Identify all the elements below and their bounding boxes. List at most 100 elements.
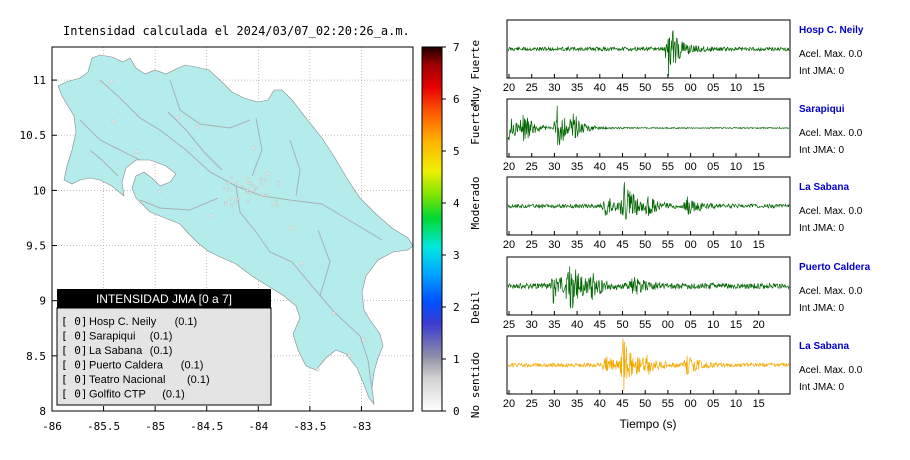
waveform-panel: 20 25 30 35 40 45 50 55 00 05 10 15 Sarapiqui Acel. M…: [503, 98, 863, 173]
legend-entries: [ 0] Hosp C. Neily (0.1)[ 0] Sarapiqui (0.1)…: [61, 315, 210, 401]
time-tick-label: 00: [662, 319, 674, 331]
legend-entry: [ 0] La Sabana (0.1): [61, 344, 172, 357]
waveform-trace: [507, 182, 790, 220]
colorbar-category-label: Fuerte: [469, 105, 482, 145]
waveform-panel: 25 30 35 40 45 50 55 00 05 10 15 20 Puerto Caldera Ac…: [503, 256, 871, 331]
time-tick-label: 55: [662, 161, 674, 173]
time-tick-label: 50: [639, 398, 651, 410]
city-marker: [256, 186, 259, 190]
city-marker: [253, 189, 256, 192]
time-tick-label: 35: [548, 319, 560, 331]
x-tick-label: -85.5: [87, 420, 120, 433]
jma-intensity: Int JMA: 0: [799, 223, 844, 234]
x-tick-label: -83: [351, 420, 371, 433]
time-tick-label: 25: [526, 161, 538, 173]
city-marker: [331, 311, 336, 316]
city-marker: [246, 200, 249, 203]
time-tick-label: 50: [639, 82, 651, 94]
time-tick-label: 45: [616, 161, 628, 173]
legend-entry-value: (0.1): [150, 331, 173, 343]
time-tick-label: 55: [662, 239, 674, 251]
time-tick-label: 20: [503, 82, 515, 94]
time-tick-label: 35: [571, 239, 583, 251]
time-tick-label: 30: [548, 82, 560, 94]
time-tick-label: 30: [548, 161, 560, 173]
time-axis-label: Tiempo (s): [620, 417, 677, 431]
time-tick-label: 00: [684, 82, 696, 94]
colorbar-category-label: Muy Fuerte: [469, 40, 482, 106]
waveform-trace: [507, 266, 790, 309]
legend-entry: [ 0] Hosp C. Neily (0.1): [61, 315, 197, 328]
colorbar-tick-label: 2: [453, 301, 460, 314]
city-marker: [227, 188, 230, 191]
waveform-trace: [507, 338, 790, 391]
x-tick-label: -84.5: [190, 420, 223, 433]
legend-entry-intensity: [ 0]: [61, 315, 88, 328]
waveform-trace: [507, 30, 790, 76]
jma-intensity: Int JMA: 0: [799, 66, 844, 77]
road: [251, 117, 263, 177]
legend-entry-intensity: [ 0]: [61, 388, 88, 401]
city-marker: [234, 201, 237, 204]
road: [167, 111, 223, 171]
city-marker: [260, 183, 263, 186]
y-tick-label: 9.5: [26, 240, 46, 253]
road: [139, 197, 219, 211]
map-y-axis: 8 8.5 9 9.5 10 10.5 11: [20, 74, 57, 418]
max-acceleration: Acel. Max. 0.0: [799, 206, 863, 217]
time-tick-label: 00: [684, 398, 696, 410]
legend-title: INTENSIDAD JMA [0 a 7]: [96, 292, 232, 306]
time-tick-label: 10: [707, 319, 719, 331]
city-marker: [246, 188, 250, 191]
city-marker: [264, 178, 267, 182]
map-panel: -86 -85.5 -85 -84.5 -84 -83.5 -83 8 8.5 9 9.5 10 10…: [20, 46, 414, 433]
station-name: Puerto Caldera: [799, 262, 871, 273]
road: [235, 185, 361, 337]
road: [99, 79, 237, 187]
max-acceleration: Acel. Max. 0.0: [799, 49, 863, 60]
time-tick-label: 40: [594, 398, 606, 410]
city-marker: [299, 261, 304, 266]
city-marker: [275, 200, 278, 203]
legend-entry-value: (0.1): [150, 345, 173, 357]
road: [289, 139, 301, 197]
legend-entry-intensity: [ 0]: [61, 373, 88, 386]
legend-entry-intensity: [ 0]: [61, 344, 88, 357]
city-marker: [195, 125, 200, 130]
time-tick-label: 25: [526, 239, 538, 251]
station-name: La Sabana: [799, 182, 849, 193]
costa-rica-landmass: [57, 54, 413, 405]
legend-entry-station: La Sabana: [89, 345, 143, 357]
time-tick-label: 35: [571, 82, 583, 94]
city-marker: [240, 185, 244, 188]
legend-entry-value: (0.1): [181, 360, 204, 372]
time-tick-label: 30: [548, 398, 560, 410]
jma-intensity: Int JMA: 0: [799, 382, 844, 393]
legend-header: [57, 289, 271, 308]
colorbar-category-label: Debil: [469, 290, 482, 323]
city-marker: [315, 367, 320, 372]
x-tick-label: -84: [248, 420, 268, 433]
x-tick-label: -86: [42, 420, 62, 433]
time-tick-label: 50: [639, 161, 651, 173]
waveform-panel: 20 25 30 35 40 45 50 55 00 05 10 15 Hosp C. Neily Ace…: [503, 19, 864, 94]
city-marker: [246, 177, 250, 180]
colorbar-tick-label: 0: [453, 405, 460, 418]
y-tick-label: 11: [33, 74, 46, 87]
colorbar-category-label: Moderado: [469, 177, 482, 230]
time-tick-label: 10: [730, 398, 742, 410]
city-marker: [264, 194, 267, 197]
time-tick-label: 55: [662, 398, 674, 410]
legend-entry-station: Sarapiqui: [89, 331, 135, 343]
time-tick-label: 55: [639, 319, 651, 331]
city-marker: [260, 179, 263, 182]
city-marker: [289, 225, 294, 230]
map-frame: [51, 46, 414, 412]
city-marker: [361, 337, 366, 342]
city-marker: [259, 177, 262, 180]
station-name: La Sabana: [799, 341, 849, 352]
time-tick-label: 40: [594, 239, 606, 251]
road: [79, 119, 141, 161]
city-marker: [229, 198, 232, 201]
